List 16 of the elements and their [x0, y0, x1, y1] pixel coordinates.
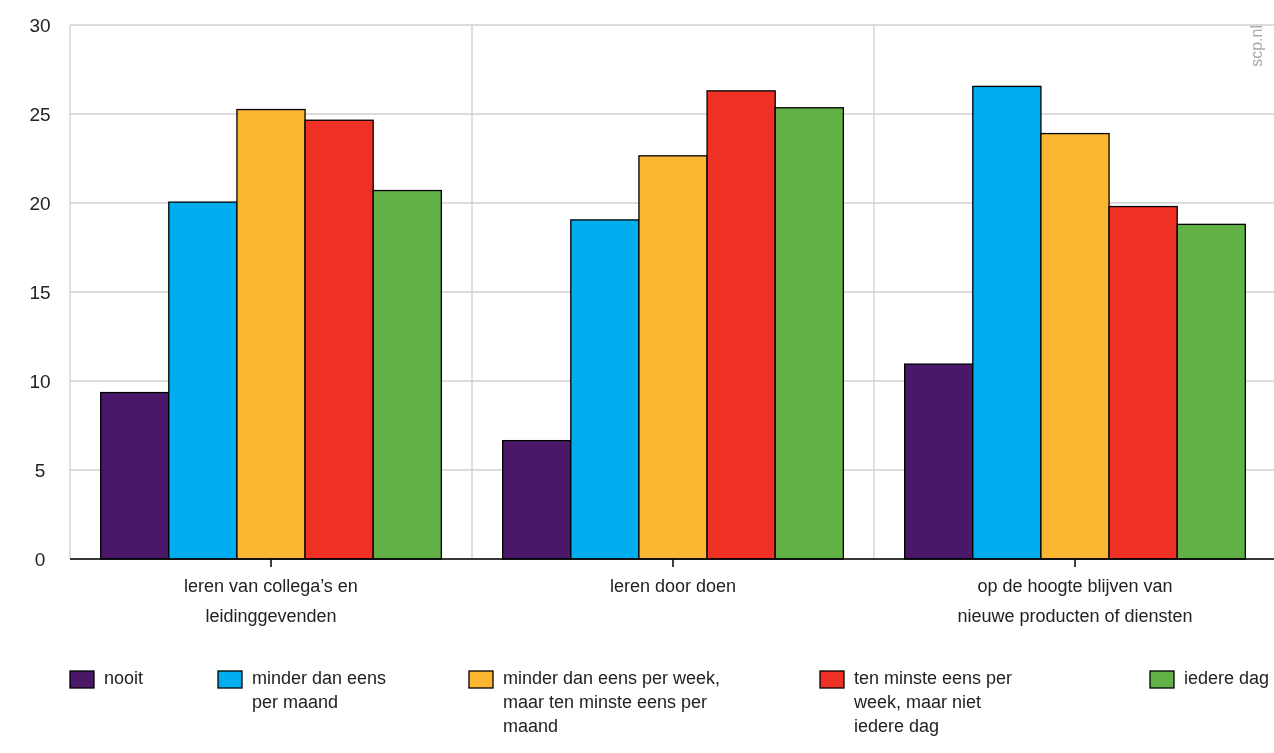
- y-tick-label: 5: [34, 459, 46, 481]
- legend-label: ten minste eens per week, maar niet iedere dag: [853, 668, 1013, 736]
- legend-label: minder dan eens per maand: [252, 668, 387, 712]
- x-tick-label: leren van collega’s en leidinggevenden: [184, 576, 358, 626]
- y-tick-label: 20: [29, 192, 51, 214]
- x-tick-label: op de hoogte blijven van nieuwe producten of diensten: [957, 576, 1193, 626]
- y-tick-label: 25: [29, 103, 51, 125]
- legend-label: nooit: [104, 668, 144, 688]
- legend-label: iedere dag: [1184, 668, 1270, 688]
- x-tick-label: leren door doen: [609, 576, 737, 596]
- y-tick-label: 10: [29, 370, 51, 392]
- y-tick-label: 15: [29, 281, 51, 303]
- y-tick-label: 30: [29, 14, 51, 36]
- annotation: scp.nl: [1248, 25, 1265, 67]
- legend-label: minder dan eens per week, maar ten minste eens per maand: [503, 668, 721, 736]
- y-tick-label: 0: [34, 548, 46, 570]
